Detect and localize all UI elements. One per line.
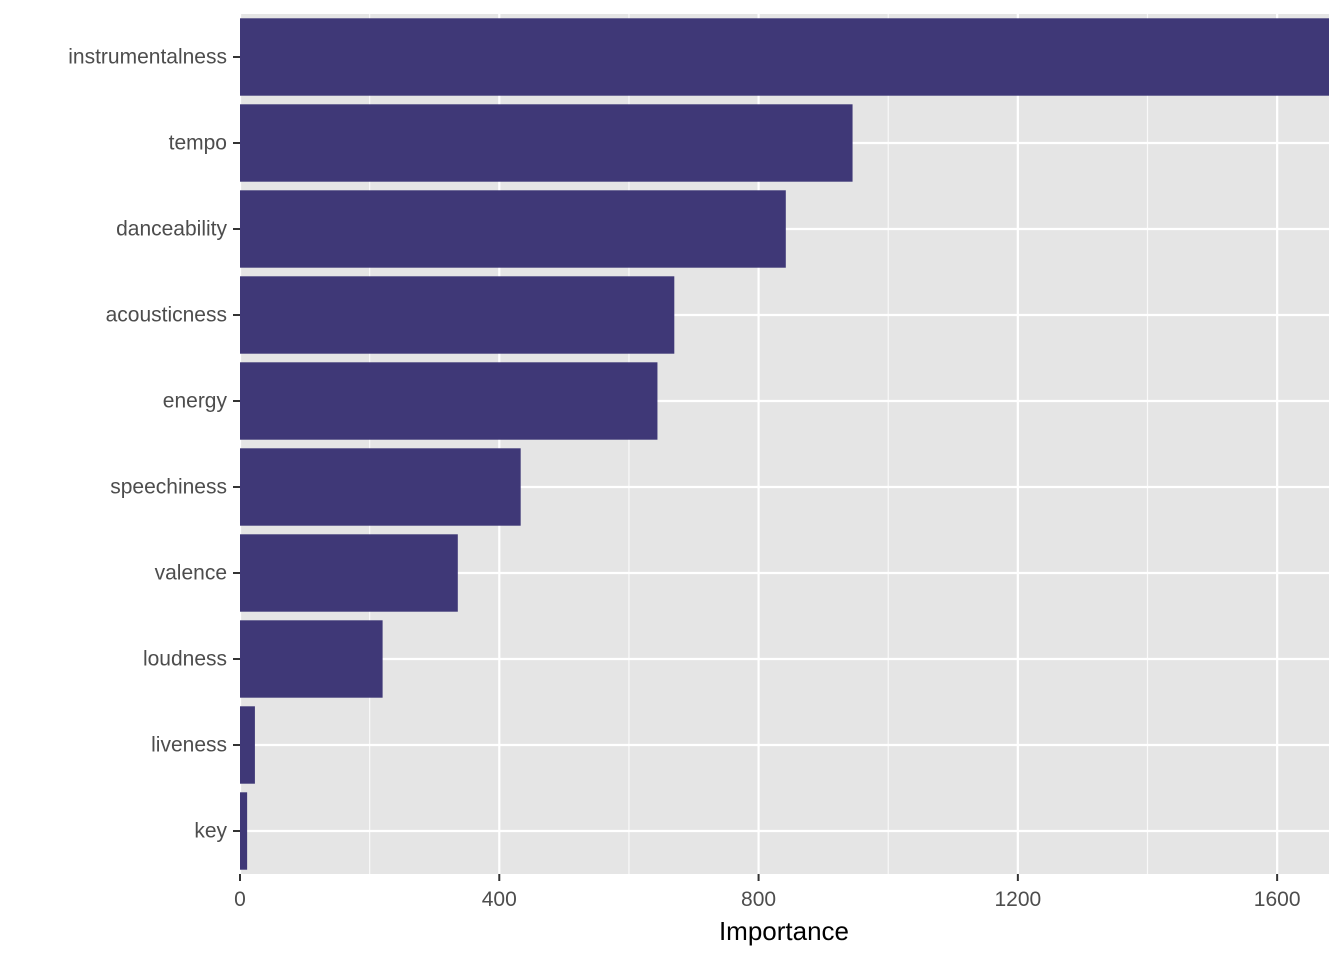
y-tick-label: acousticness <box>106 304 227 327</box>
x-tick-label: 400 <box>482 888 517 911</box>
bar-valence <box>240 534 458 612</box>
x-axis-title: Importance <box>719 916 849 946</box>
bar-tempo <box>240 104 853 182</box>
y-tick-label: valence <box>155 562 227 585</box>
bar-speechiness <box>240 448 521 526</box>
x-tick-label: 1600 <box>1254 888 1301 911</box>
y-tick-label: liveness <box>151 734 227 757</box>
y-tick-label: danceability <box>116 218 227 241</box>
x-tick-label: 1200 <box>994 888 1041 911</box>
bars <box>240 18 1329 870</box>
x-tick-label: 800 <box>741 888 776 911</box>
bar-acousticness <box>240 276 675 354</box>
x-tick-label: 0 <box>234 888 246 911</box>
y-tick-label: instrumentalness <box>68 46 227 69</box>
bar-instrumentalness <box>240 18 1329 96</box>
bar-key <box>240 792 248 870</box>
x-axis: 0 400 800 1200 1600 <box>234 874 1301 911</box>
y-axis: instrumentalness tempo danceability acousti… <box>68 46 240 843</box>
bar-danceability <box>240 190 786 268</box>
bar-loudness <box>240 620 383 698</box>
y-tick-label: key <box>194 820 227 843</box>
bar-energy <box>240 362 658 440</box>
y-tick-label: energy <box>163 390 228 413</box>
bar-liveness <box>240 706 255 784</box>
y-tick-label: loudness <box>143 648 227 671</box>
y-tick-label: speechiness <box>110 476 227 499</box>
y-tick-label: tempo <box>169 132 227 155</box>
